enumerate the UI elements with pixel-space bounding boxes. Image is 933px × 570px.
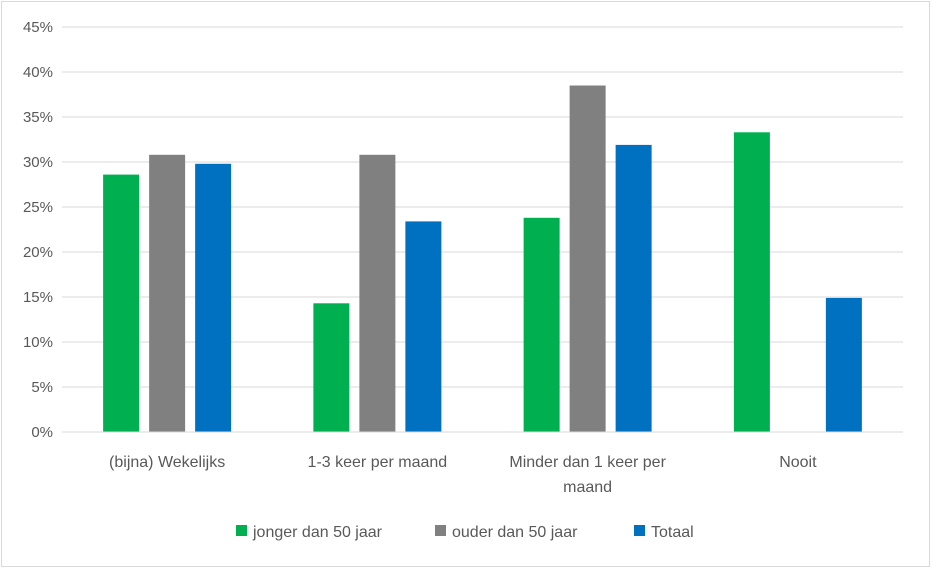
bar — [149, 154, 186, 433]
y-tick-label: 20% — [23, 244, 53, 261]
legend-swatch — [236, 525, 247, 536]
category-label: Nooit — [779, 454, 817, 471]
bar — [313, 303, 350, 432]
y-tick-label: 30% — [23, 154, 53, 171]
y-tick-label: 45% — [23, 19, 53, 36]
bar — [615, 144, 652, 432]
bar — [405, 221, 442, 432]
legend: jonger dan 50 jaar ouder dan 50 jaar Totaa… — [236, 524, 694, 541]
y-tick-label: 35% — [23, 109, 53, 126]
legend-label: jonger dan 50 jaar — [252, 524, 383, 541]
gridlines — [62, 26, 903, 388]
category-label: Minder dan 1 keer per — [509, 454, 666, 471]
category-label: (bijna) Wekelijks — [109, 454, 225, 471]
bar — [825, 297, 862, 432]
bar — [523, 217, 560, 432]
y-axis-tick-labels: 0% 5% 10% 15% 20% 25% 30% 35% 40% 45% — [23, 19, 53, 441]
legend-label: ouder dan 50 jaar — [452, 524, 578, 541]
category-label: 1-3 keer per maand — [308, 454, 448, 471]
y-tick-label: 40% — [23, 64, 53, 81]
category-label: maand — [563, 479, 612, 496]
y-tick-label: 25% — [23, 199, 53, 216]
legend-swatch — [435, 525, 446, 536]
y-tick-label: 15% — [23, 289, 53, 306]
bar — [569, 85, 606, 432]
bar — [733, 132, 770, 433]
y-tick-label: 5% — [31, 379, 53, 396]
bar — [103, 174, 140, 432]
bar — [195, 163, 232, 433]
legend-label: Totaal — [651, 524, 694, 541]
bar — [359, 154, 396, 433]
y-tick-label: 10% — [23, 334, 53, 351]
y-tick-label: 0% — [31, 424, 53, 441]
bars — [103, 85, 862, 433]
x-axis-category-labels: (bijna) Wekelijks 1-3 keer per maand Minde… — [109, 454, 817, 496]
legend-swatch — [634, 525, 645, 536]
